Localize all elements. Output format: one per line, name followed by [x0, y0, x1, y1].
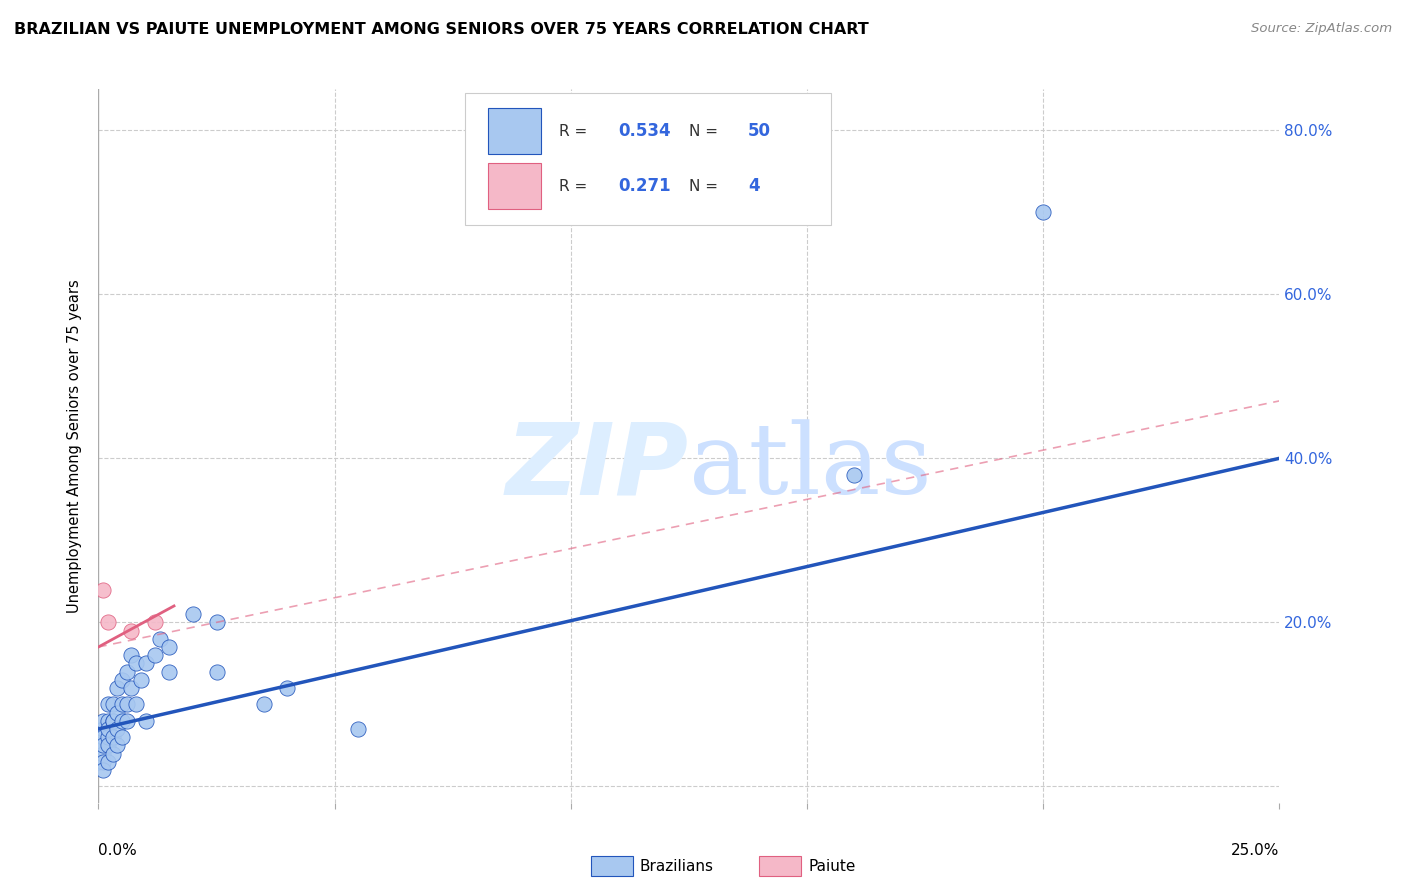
- Point: [135, 714, 157, 728]
- Point: [97, 714, 120, 728]
- Point: [205, 615, 228, 630]
- Point: [101, 747, 124, 761]
- Text: 4: 4: [748, 178, 759, 195]
- Point: [87, 755, 110, 769]
- Point: [97, 698, 120, 712]
- Point: [125, 698, 148, 712]
- Point: [143, 648, 166, 662]
- Text: Paiute: Paiute: [808, 859, 856, 873]
- Text: R =: R =: [560, 178, 598, 194]
- Point: [115, 714, 138, 728]
- Text: N =: N =: [689, 178, 728, 194]
- Point: [253, 698, 276, 712]
- Point: [111, 673, 134, 687]
- Text: atlas: atlas: [689, 419, 932, 516]
- Point: [111, 698, 134, 712]
- Point: [97, 730, 120, 744]
- Point: [101, 730, 124, 744]
- Text: N =: N =: [689, 124, 723, 139]
- Point: [105, 681, 128, 695]
- Point: [111, 714, 134, 728]
- Point: [91, 582, 114, 597]
- Point: [101, 714, 124, 728]
- Point: [115, 698, 138, 712]
- Point: [91, 730, 114, 744]
- Point: [129, 673, 152, 687]
- Text: 50: 50: [748, 122, 770, 140]
- Text: R =: R =: [560, 124, 592, 139]
- Point: [157, 640, 180, 654]
- Text: Source: ZipAtlas.com: Source: ZipAtlas.com: [1251, 22, 1392, 36]
- Y-axis label: Unemployment Among Seniors over 75 years: Unemployment Among Seniors over 75 years: [67, 279, 83, 613]
- Text: Brazilians: Brazilians: [640, 859, 714, 873]
- Text: 0.0%: 0.0%: [98, 843, 138, 858]
- FancyBboxPatch shape: [464, 93, 831, 225]
- Point: [91, 722, 114, 736]
- Point: [97, 722, 120, 736]
- Point: [97, 739, 120, 753]
- Point: [105, 739, 128, 753]
- Point: [105, 722, 128, 736]
- Point: [121, 648, 143, 662]
- Point: [101, 714, 124, 728]
- Point: [181, 607, 204, 622]
- Point: [1032, 205, 1054, 219]
- Point: [91, 763, 114, 777]
- Point: [91, 714, 114, 728]
- Point: [97, 755, 120, 769]
- Point: [844, 467, 866, 482]
- FancyBboxPatch shape: [488, 163, 541, 210]
- FancyBboxPatch shape: [488, 108, 541, 154]
- Point: [97, 615, 120, 630]
- Point: [205, 665, 228, 679]
- Point: [111, 730, 134, 744]
- Point: [347, 722, 370, 736]
- Point: [149, 632, 172, 646]
- Point: [91, 739, 114, 753]
- Point: [87, 739, 110, 753]
- Text: 0.534: 0.534: [619, 122, 671, 140]
- Point: [125, 657, 148, 671]
- Text: 25.0%: 25.0%: [1232, 843, 1279, 858]
- Text: ZIP: ZIP: [506, 419, 689, 516]
- Point: [115, 665, 138, 679]
- Point: [101, 698, 124, 712]
- Point: [91, 755, 114, 769]
- Point: [157, 665, 180, 679]
- Point: [105, 706, 128, 720]
- Point: [121, 624, 143, 638]
- Point: [135, 657, 157, 671]
- Point: [121, 681, 143, 695]
- Point: [276, 681, 298, 695]
- Point: [143, 615, 166, 630]
- Text: BRAZILIAN VS PAIUTE UNEMPLOYMENT AMONG SENIORS OVER 75 YEARS CORRELATION CHART: BRAZILIAN VS PAIUTE UNEMPLOYMENT AMONG S…: [14, 22, 869, 37]
- Text: 0.271: 0.271: [619, 178, 671, 195]
- Point: [91, 747, 114, 761]
